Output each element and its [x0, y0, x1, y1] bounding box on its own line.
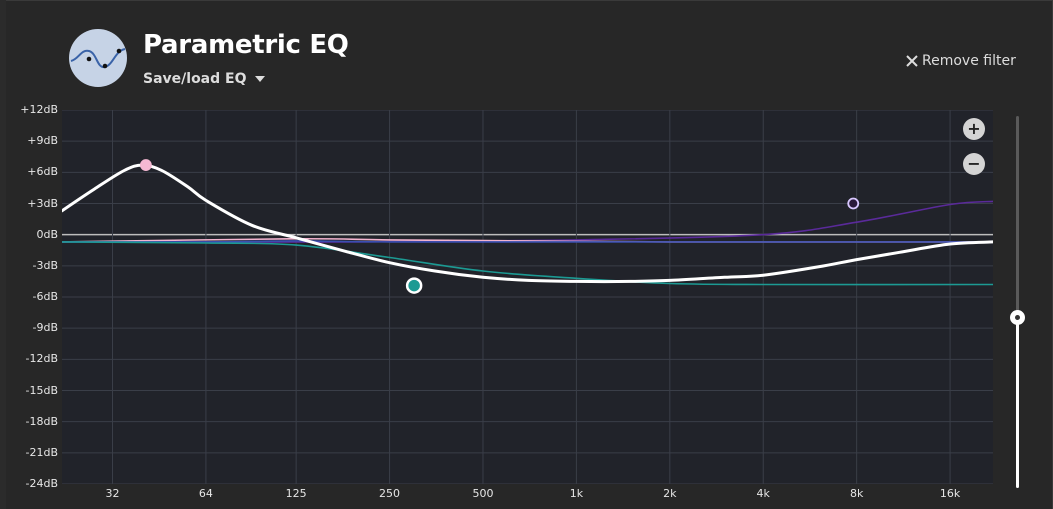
remove-filter-button[interactable]: Remove filter — [906, 53, 1016, 69]
zoom-out-button[interactable]: − — [963, 153, 985, 175]
x-tick-label: 250 — [379, 487, 401, 500]
x-tick-label: 32 — [105, 487, 120, 500]
x-tick-label: 125 — [285, 487, 307, 500]
zoom-in-button[interactable]: + — [963, 118, 985, 140]
remove-filter-label: Remove filter — [922, 53, 1016, 69]
series-filter-teal-line — [61, 241, 994, 286]
page-title: Parametric EQ — [143, 30, 349, 60]
y-tick-label: +12dB — [20, 103, 58, 116]
window-top-border — [0, 0, 1053, 1]
x-tick-label: 4k — [756, 487, 770, 500]
y-tick-label: -24dB — [25, 477, 59, 490]
x-tick-label: 1k — [569, 487, 584, 500]
save-load-eq-dropdown[interactable]: Save/load EQ — [143, 71, 265, 87]
purple-filter-handle[interactable] — [847, 197, 860, 210]
series-total-line — [60, 163, 995, 284]
teal-filter-handle[interactable] — [405, 277, 423, 294]
gain-slider-thumb[interactable] — [1010, 309, 1025, 325]
y-tick-label: +9dB — [27, 134, 58, 148]
series-filter-purple-line — [61, 200, 994, 243]
y-tick-label: -18dB — [25, 414, 59, 428]
gain-slider-fill — [1016, 316, 1019, 488]
gain-slider-track[interactable] — [1016, 116, 1019, 488]
y-tick-label: 0dB — [36, 227, 58, 241]
eq-plot-area[interactable] — [60, 109, 995, 485]
y-tick-label: -15dB — [25, 383, 59, 397]
pink-filter-handle[interactable] — [140, 159, 152, 171]
y-tick-label: -6dB — [32, 290, 59, 303]
x-tick-label: 16k — [939, 487, 961, 500]
y-tick-label: +6dB — [27, 165, 58, 179]
save-load-label: Save/load EQ — [143, 71, 247, 87]
y-tick-label: -21dB — [25, 445, 59, 459]
eq-curve-icon — [69, 29, 127, 87]
caret-down-icon — [254, 76, 265, 82]
x-tick-label: 8k — [849, 487, 864, 500]
eq-graph[interactable] — [60, 109, 995, 485]
series-filter-blue-line — [61, 240, 994, 243]
close-icon — [906, 55, 918, 67]
x-tick-label: 500 — [472, 487, 494, 500]
y-tick-label: -3dB — [32, 258, 59, 272]
x-tick-label: 2k — [663, 487, 677, 500]
y-tick-label: -9dB — [32, 321, 59, 335]
y-tick-label: -12dB — [25, 352, 59, 366]
y-tick-label: +3dB — [27, 196, 58, 210]
window-left-edge — [0, 0, 6, 509]
x-tick-label: 64 — [198, 487, 213, 500]
